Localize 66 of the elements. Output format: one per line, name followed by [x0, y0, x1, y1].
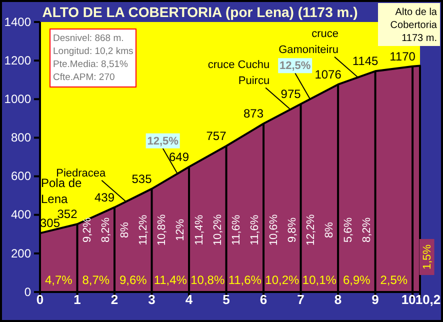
- y-tick-label: 400: [10, 208, 32, 222]
- annotation: Pte.Media: 8,51%: [53, 59, 129, 70]
- annotation: 4,7%: [44, 273, 73, 287]
- data-label: 975: [280, 86, 302, 101]
- data-label: 757: [206, 129, 227, 144]
- x-tick-label: 3: [148, 292, 156, 307]
- annotation: 10,2%: [265, 273, 300, 287]
- annotation: 12,5%: [279, 60, 311, 72]
- data-label: 352: [57, 207, 78, 222]
- annotation: 12,5%: [147, 135, 179, 148]
- x-tick-label: 10: [401, 292, 416, 307]
- x-tick-label: 5: [222, 292, 230, 307]
- annotation: Desnivel: 868 m.: [53, 33, 124, 44]
- y-tick-label: 200: [10, 246, 32, 260]
- annotation: 11,6%: [249, 214, 262, 246]
- data-label: 1145: [352, 54, 379, 68]
- chart-title: ALTO DE LA COBERTORIA (por Lena) (1173 m.): [42, 4, 358, 20]
- annotation: cruce Cuchu Puircu: [208, 58, 270, 87]
- annotation: 11,2%: [137, 214, 150, 246]
- annotation: 11,6%: [230, 214, 243, 246]
- x-tick-label: 6: [260, 292, 268, 307]
- y-tick-label: 1400: [4, 14, 32, 29]
- annotation: 8%: [118, 222, 131, 238]
- annotation: 8,7%: [82, 273, 110, 287]
- data-label: 649: [169, 150, 190, 164]
- x-tick-label: 7: [297, 292, 304, 307]
- data-label: 1076: [314, 67, 342, 82]
- annotation: Longitud: 10,2 kms: [53, 46, 134, 57]
- annotation: cruce Gamoniteiru: [278, 28, 339, 56]
- y-tick-label: 1000: [4, 92, 32, 106]
- annotation: Cfte.APM: 270: [53, 72, 115, 83]
- annotation: 8%: [324, 222, 336, 238]
- data-label: 873: [244, 106, 264, 121]
- x-tick-label: 0: [36, 292, 44, 307]
- text: 1,5%: [421, 244, 434, 270]
- annotation: 10,8%: [190, 273, 225, 287]
- annotation: 12%: [174, 218, 187, 242]
- y-tick-label: 800: [10, 130, 32, 145]
- annotation: 11,6%: [228, 273, 262, 287]
- annotation: 5,6%: [342, 217, 354, 243]
- annotation: 9,2%: [82, 217, 94, 243]
- annotation: 10,6%: [268, 214, 280, 246]
- annotation: 6,9%: [342, 273, 371, 287]
- x-tick-label: 9: [372, 292, 379, 307]
- x-tick-label: 2: [110, 292, 118, 307]
- annotation: 11,4%: [154, 273, 188, 287]
- x-tick-label: 1: [74, 292, 81, 307]
- x-tick-label: 4: [185, 292, 194, 307]
- data-label: 535: [132, 172, 152, 186]
- annotation: 10,1%: [302, 273, 337, 287]
- x-tick-label: 8: [334, 292, 342, 307]
- annotation: Alto de la Cobertoria 1173 m.: [390, 7, 438, 44]
- annotation: 9,6%: [119, 273, 148, 287]
- annotation: 8,2%: [360, 217, 373, 243]
- x-tick-label: 10,2: [415, 292, 441, 307]
- y-tick-label: 600: [10, 169, 32, 184]
- data-label: 439: [94, 190, 115, 204]
- annotation: 8,2%: [100, 217, 112, 243]
- annotation: 12,2%: [305, 214, 318, 246]
- y-tick-label: 1200: [4, 53, 32, 68]
- data-label: 1170: [390, 49, 416, 64]
- annotation: 10,8%: [156, 214, 168, 246]
- annotation: 2,5%: [380, 273, 408, 287]
- annotation: 9,8%: [286, 217, 298, 243]
- annotation: 10,2%: [212, 214, 224, 246]
- annotation: 11,4%: [193, 214, 206, 246]
